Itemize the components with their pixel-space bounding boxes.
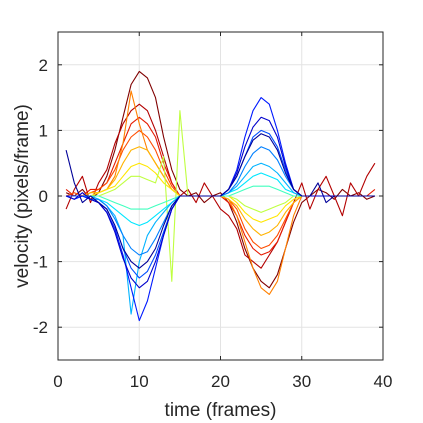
series-line [65, 70, 376, 289]
series-line [65, 103, 376, 269]
y-tick-label: 1 [39, 121, 48, 140]
x-tick-label: 0 [53, 372, 62, 391]
x-tick-label: 10 [130, 372, 149, 391]
x-tick-label: 30 [292, 372, 311, 391]
axis-ticks: 0 10 20 30 40 -2 -1 0 1 2 [33, 32, 393, 391]
x-axis-label: time (frames) [165, 400, 277, 421]
x-tick-label: 40 [374, 372, 393, 391]
y-tick-label: 0 [39, 187, 48, 206]
x-tick-label: 20 [211, 372, 230, 391]
y-tick-label: -1 [33, 253, 48, 272]
series-line [65, 133, 375, 269]
y-tick-label: 2 [39, 56, 48, 75]
y-tick-label: -2 [33, 318, 48, 337]
series-lines [65, 70, 376, 322]
y-axis-label: velocity (pixels/frame) [12, 104, 33, 288]
